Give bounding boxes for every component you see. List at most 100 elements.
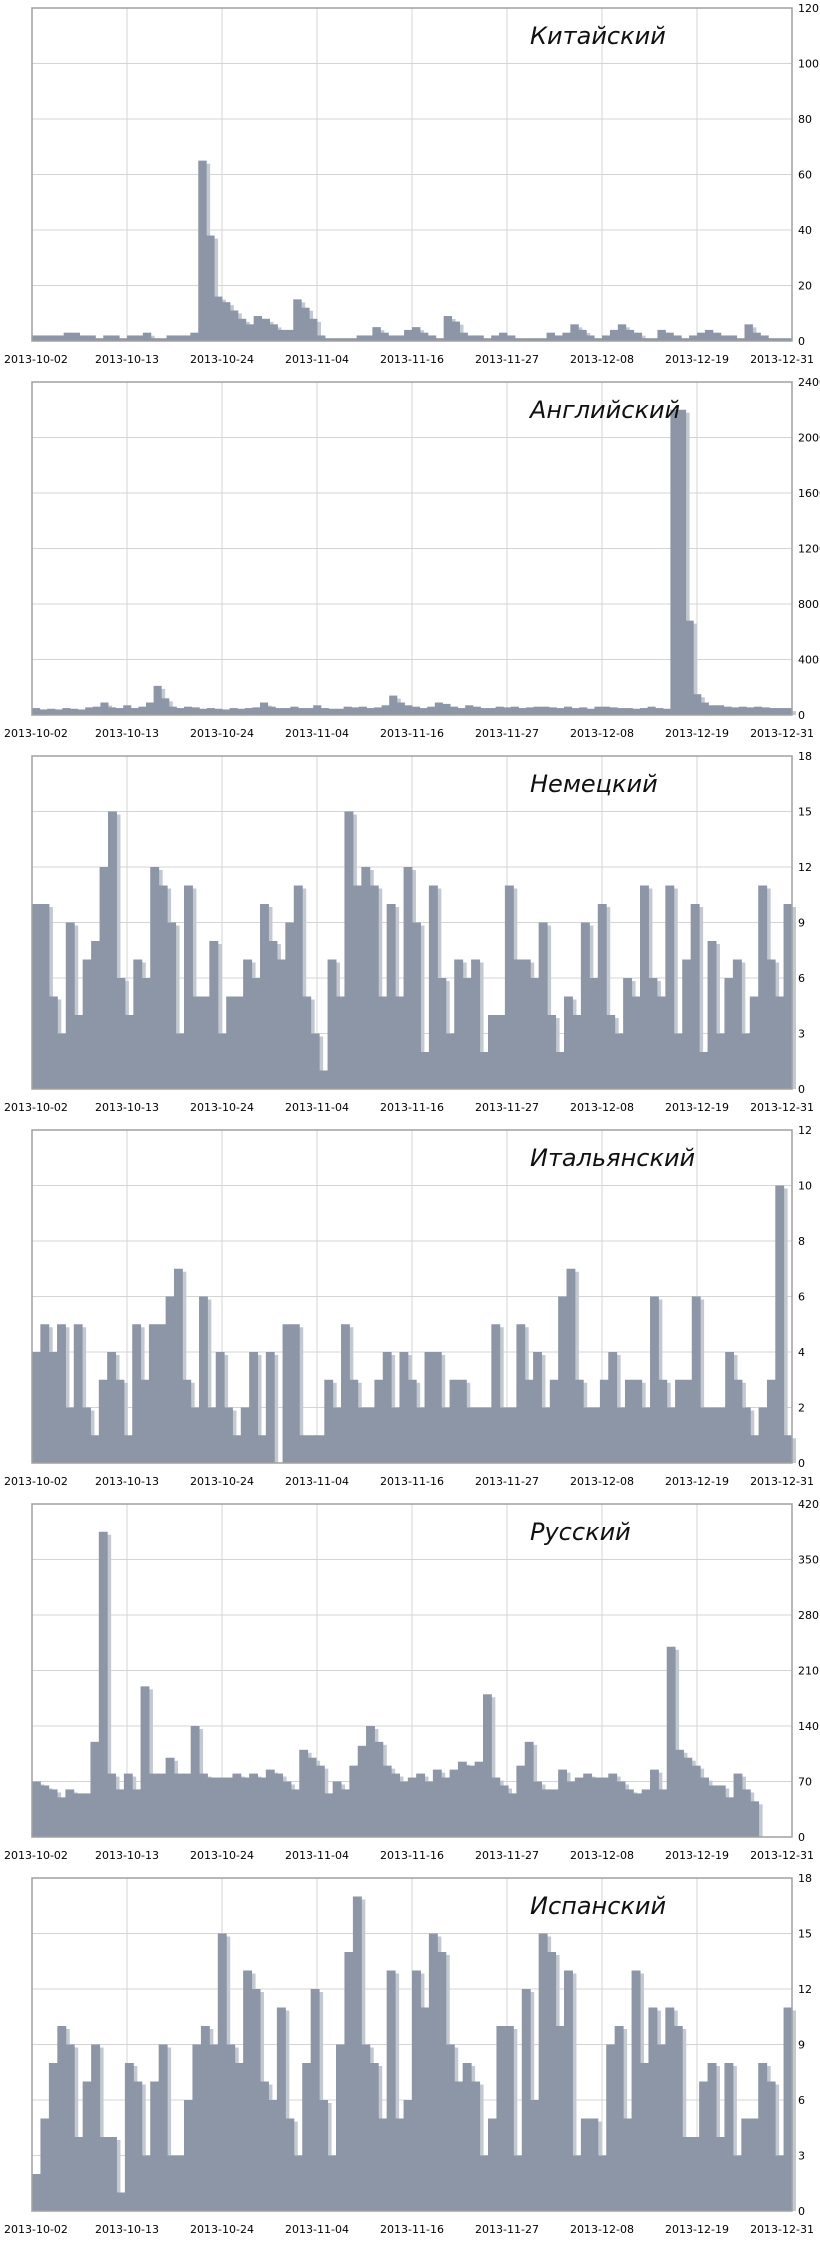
bar xyxy=(116,2192,126,2211)
bar xyxy=(602,706,611,715)
x-tick-label: 2013-11-04 xyxy=(285,2223,349,2236)
bar xyxy=(597,904,607,1089)
bar xyxy=(746,707,755,715)
bar xyxy=(766,1379,776,1463)
bar xyxy=(699,2081,709,2211)
bar xyxy=(158,338,168,341)
y-tick-label: 0 xyxy=(798,1831,805,1844)
bar xyxy=(466,1407,476,1463)
bar xyxy=(776,708,785,715)
bar xyxy=(617,324,627,341)
bar xyxy=(574,1777,584,1837)
bar xyxy=(299,1435,309,1463)
y-tick-label: 420 xyxy=(798,1498,819,1511)
bar xyxy=(310,1033,320,1089)
y-tick-label: 1600 xyxy=(798,487,820,500)
x-tick-label: 2013-10-24 xyxy=(190,1849,254,1862)
bar xyxy=(313,705,322,715)
bar xyxy=(449,1769,459,1837)
bar xyxy=(591,1777,601,1837)
bar xyxy=(293,885,303,1089)
bar xyxy=(249,1352,258,1463)
bar xyxy=(578,329,587,341)
bar xyxy=(583,1773,593,1837)
bar xyxy=(48,1352,58,1463)
bar xyxy=(775,996,785,1089)
x-tick-label: 2013-11-16 xyxy=(380,2223,444,2236)
bar xyxy=(424,1781,434,1837)
chart-title: Китайский xyxy=(530,22,666,50)
bar xyxy=(65,2044,75,2211)
chart-panel: 0 70 140 210 280 350 420 2013-10-02 2013-10-13 20… xyxy=(4,1498,819,1862)
bar xyxy=(784,708,793,715)
bar xyxy=(207,1777,217,1837)
bar xyxy=(538,922,548,1089)
bar xyxy=(556,708,565,715)
chart-panel: 0 400 800 1200 1600 2000 2400 2013-10-02 2013-10… xyxy=(4,376,820,740)
bar xyxy=(305,708,314,715)
bar xyxy=(594,706,603,715)
bar xyxy=(82,1407,91,1463)
bar xyxy=(624,708,633,715)
x-tick-label: 2013-10-13 xyxy=(95,353,159,366)
bar xyxy=(412,706,421,715)
bar xyxy=(48,996,58,1089)
bar xyxy=(599,1777,609,1837)
bar xyxy=(222,709,231,715)
bar xyxy=(564,706,573,715)
bar xyxy=(399,1781,409,1837)
bar xyxy=(445,1033,455,1089)
y-tick-label: 4 xyxy=(798,1346,805,1359)
bar xyxy=(108,2137,117,2211)
bar xyxy=(380,332,389,341)
bar xyxy=(712,332,722,341)
bar xyxy=(640,885,649,1089)
bar xyxy=(190,332,199,341)
bar xyxy=(407,1777,417,1837)
bar xyxy=(608,1352,618,1463)
bar xyxy=(243,1970,253,2211)
y-tick-label: 6 xyxy=(798,2094,805,2107)
bar xyxy=(657,329,666,341)
x-tick-label: 2013-12-31 xyxy=(750,1475,814,1488)
bar xyxy=(741,1789,751,1837)
bar xyxy=(132,1789,142,1837)
x-tick-label: 2013-12-19 xyxy=(665,727,729,740)
bar xyxy=(738,706,747,715)
bar xyxy=(217,1933,227,2211)
chart-title: Итальянский xyxy=(530,1144,695,1172)
bar xyxy=(234,996,244,1089)
bar xyxy=(157,1773,167,1837)
bar xyxy=(549,1789,559,1837)
bar xyxy=(666,1407,676,1463)
bar xyxy=(57,1324,66,1463)
bar xyxy=(198,160,207,341)
bar xyxy=(32,1352,41,1463)
bar xyxy=(378,996,388,1089)
bar xyxy=(327,2155,337,2211)
y-tick-label: 0 xyxy=(798,1083,805,1096)
x-tick-label: 2013-12-08 xyxy=(570,353,634,366)
bar xyxy=(514,338,524,341)
bar xyxy=(206,708,215,715)
bar xyxy=(116,978,126,1089)
bar xyxy=(443,316,453,341)
bar xyxy=(276,959,286,1089)
bar xyxy=(332,1407,342,1463)
bar xyxy=(625,329,635,341)
bar xyxy=(538,338,548,341)
bar xyxy=(574,1379,584,1463)
y-tick-label: 120 xyxy=(798,2,819,15)
bar xyxy=(293,299,302,341)
x-tick-label: 2013-10-13 xyxy=(95,727,159,740)
x-tick-label: 2013-12-19 xyxy=(665,1475,729,1488)
x-tick-label: 2013-10-13 xyxy=(95,1475,159,1488)
y-tick-label: 6 xyxy=(798,1291,805,1304)
bar xyxy=(681,338,690,341)
bar xyxy=(708,705,717,715)
x-tick-label: 2013-10-13 xyxy=(95,1101,159,1114)
bar xyxy=(403,2100,413,2211)
bar xyxy=(648,2007,658,2211)
bar xyxy=(749,2118,759,2211)
bar xyxy=(775,1185,785,1463)
